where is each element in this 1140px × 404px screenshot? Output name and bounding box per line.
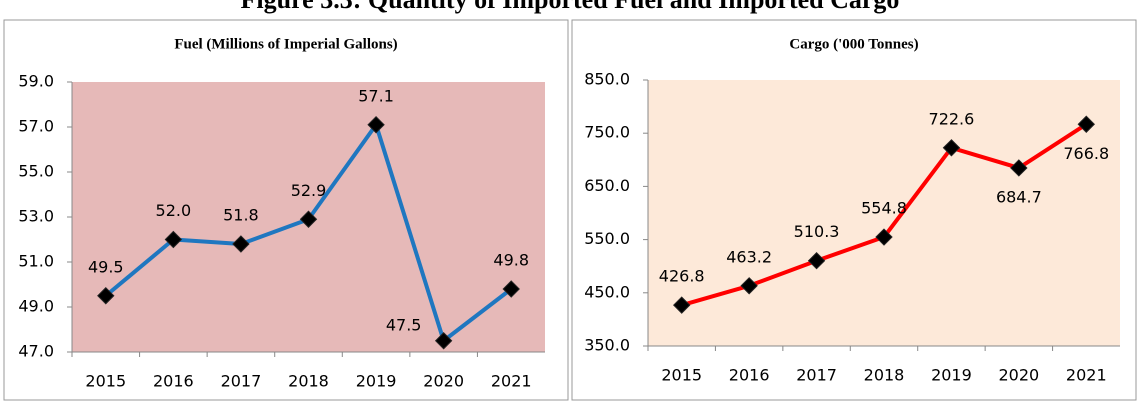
- point-marker: [875, 228, 893, 246]
- point-marker: [502, 280, 520, 298]
- point-marker: [942, 139, 961, 157]
- y-tick-label: 49.0: [18, 297, 54, 316]
- point-marker: [673, 296, 691, 314]
- point-marker: [299, 210, 318, 228]
- x-tick-label: 2018: [288, 372, 329, 391]
- x-tick-label: 2019: [356, 372, 397, 391]
- data-label: 766.8: [1063, 144, 1109, 163]
- x-tick-label: 2016: [729, 366, 770, 385]
- data-label: 49.8: [493, 251, 529, 270]
- x-tick-label: 2021: [491, 372, 532, 391]
- y-tick-label: 57.0: [18, 117, 54, 136]
- data-label: 52.0: [156, 201, 192, 220]
- x-tick-label: 2020: [998, 366, 1039, 385]
- x-tick-label: 2020: [423, 372, 464, 391]
- figure-title: Figure 3.3: Quantity of Imported Fuel an…: [241, 0, 900, 14]
- y-tick-label: 650.0: [584, 176, 630, 195]
- point-marker: [1077, 115, 1095, 133]
- x-tick-label: 2015: [85, 372, 126, 391]
- data-label: 510.3: [794, 222, 840, 241]
- data-label: 52.9: [291, 181, 327, 200]
- x-tick-label: 2017: [221, 372, 262, 391]
- x-tick-label: 2021: [1066, 366, 1107, 385]
- point-marker: [97, 287, 115, 305]
- x-tick-label: 2018: [864, 366, 905, 385]
- point-marker: [807, 252, 826, 270]
- y-tick-label: 55.0: [18, 162, 54, 181]
- data-label: 554.8: [861, 199, 907, 218]
- y-tick-label: 51.0: [18, 252, 54, 271]
- chart-title: Fuel (Millions of Imperial Gallons): [174, 36, 397, 52]
- y-tick-label: 53.0: [18, 207, 54, 226]
- point-marker: [232, 235, 250, 253]
- point-marker: [434, 332, 453, 350]
- data-label: 49.5: [88, 257, 124, 276]
- point-marker: [1010, 159, 1028, 177]
- point-marker: [367, 116, 385, 134]
- y-tick-label: 450.0: [584, 282, 630, 301]
- data-label: 684.7: [996, 187, 1042, 206]
- y-tick-label: 350.0: [584, 336, 630, 355]
- x-tick-label: 2015: [661, 366, 702, 385]
- data-label: 51.8: [223, 206, 259, 225]
- data-label: 47.5: [386, 315, 422, 334]
- x-tick-label: 2017: [796, 366, 837, 385]
- data-label: 57.1: [358, 86, 394, 105]
- x-tick-label: 2019: [931, 366, 972, 385]
- point-marker: [164, 230, 183, 249]
- x-tick-label: 2016: [153, 372, 194, 391]
- y-tick-label: 750.0: [584, 123, 630, 142]
- data-label: 463.2: [726, 247, 772, 266]
- y-tick-label: 59.0: [18, 72, 54, 91]
- y-tick-label: 550.0: [584, 229, 630, 248]
- data-label: 722.6: [929, 109, 975, 128]
- point-marker: [740, 277, 758, 295]
- y-tick-label: 850.0: [584, 70, 630, 89]
- data-label: 426.8: [659, 267, 705, 286]
- y-tick-label: 47.0: [18, 342, 54, 361]
- plot-area: [648, 80, 1120, 346]
- chart-title: Cargo ('000 Tonnes): [789, 36, 918, 52]
